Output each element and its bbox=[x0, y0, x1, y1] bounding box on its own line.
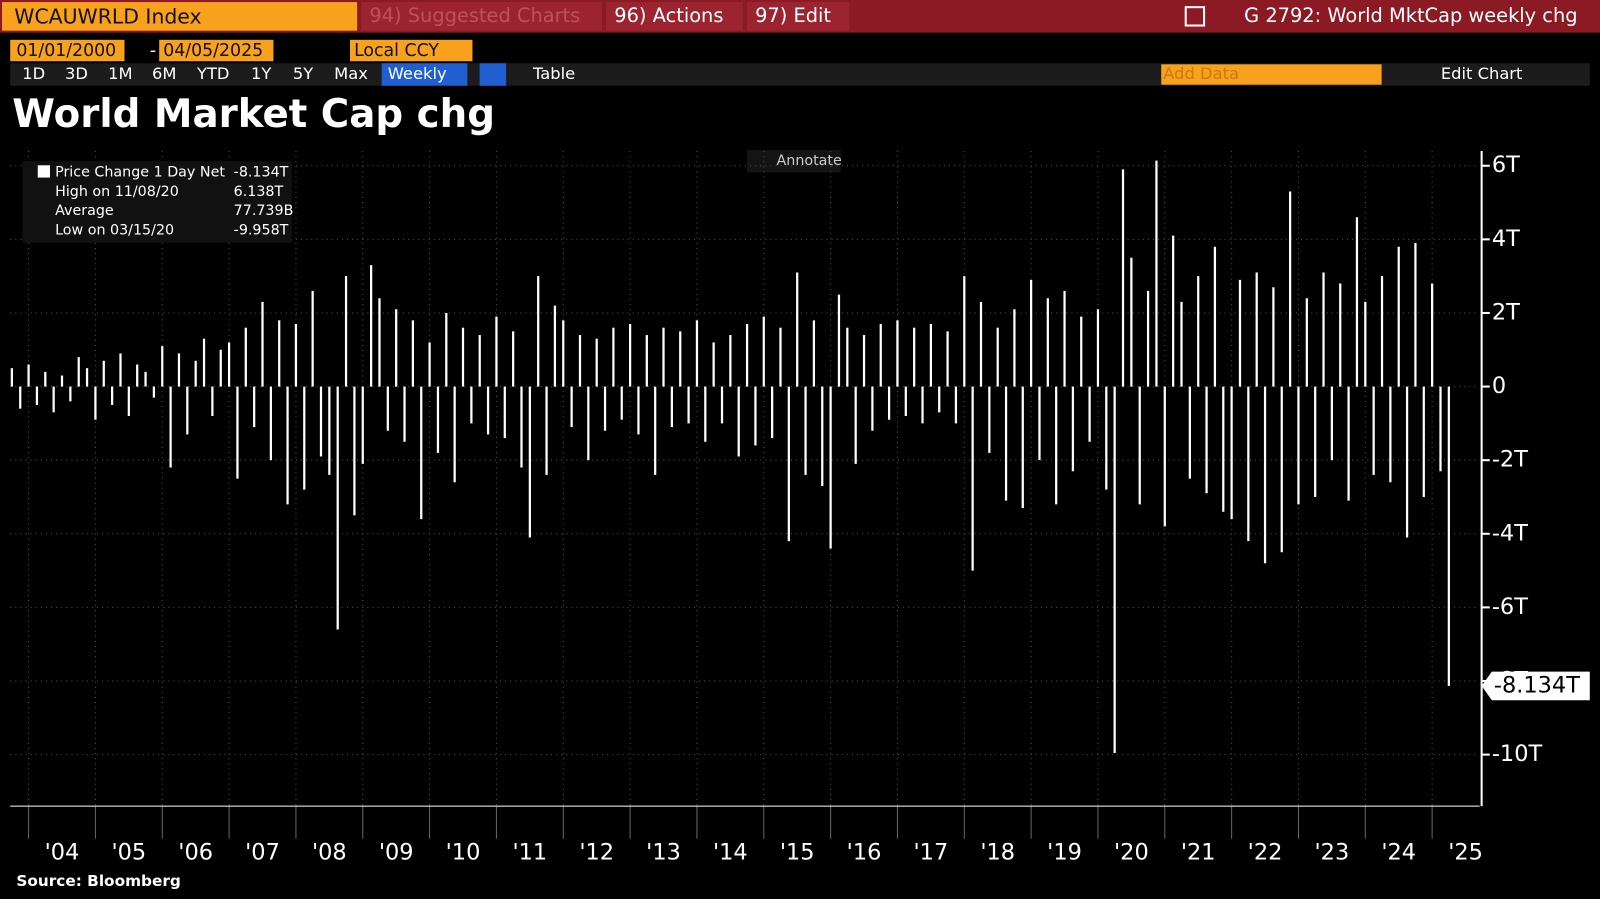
legend-value: 77.739B bbox=[234, 203, 294, 219]
add-data[interactable]: Add Data bbox=[1163, 64, 1239, 83]
currency[interactable]: Local CCY bbox=[354, 41, 439, 61]
y-tick-label: -10T bbox=[1492, 741, 1543, 767]
period-button[interactable]: Max bbox=[334, 64, 368, 83]
menu-box[interactable] bbox=[606, 2, 743, 31]
legend-value: -9.958T bbox=[234, 223, 289, 239]
legend-label: Average bbox=[55, 203, 114, 219]
x-tick-label: '18 bbox=[980, 840, 1015, 866]
period-button[interactable]: YTD bbox=[196, 64, 230, 83]
x-tick-label: '06 bbox=[178, 840, 213, 866]
x-tick-label: '05 bbox=[111, 840, 146, 866]
y-tick-label: 0 bbox=[1492, 373, 1506, 399]
popout-icon[interactable] bbox=[1184, 6, 1206, 27]
period-button[interactable]: 1Y bbox=[251, 64, 271, 83]
start-date[interactable]: 01/01/2000 bbox=[16, 41, 116, 61]
last-value-label: -8.134T bbox=[1494, 672, 1580, 698]
menu[interactable]: 96) Actions bbox=[614, 4, 723, 27]
date-box[interactable] bbox=[159, 39, 274, 62]
x-tick-label: '25 bbox=[1448, 840, 1483, 866]
legend-label: Price Change 1 Day Net bbox=[55, 164, 225, 180]
x-tick-label: '15 bbox=[780, 840, 815, 866]
x-tick-label: '09 bbox=[379, 840, 414, 866]
x-tick-label: '17 bbox=[914, 840, 949, 866]
end-date[interactable]: 04/05/2025 bbox=[163, 41, 263, 61]
legend-swatch bbox=[37, 165, 50, 178]
x-tick-label: '13 bbox=[646, 840, 681, 866]
annotate-button[interactable] bbox=[746, 150, 841, 173]
x-tick-label: '10 bbox=[446, 840, 481, 866]
y-tick-label: -4T bbox=[1492, 520, 1528, 546]
menu-box[interactable] bbox=[746, 2, 849, 31]
date-box[interactable] bbox=[10, 39, 125, 62]
currency-box[interactable] bbox=[350, 39, 473, 62]
period-button[interactable]: 1M bbox=[108, 64, 132, 83]
y-tick-label: 6T bbox=[1492, 152, 1520, 178]
chart-type-button[interactable] bbox=[479, 63, 507, 86]
period-button[interactable]: 5Y bbox=[293, 64, 313, 83]
legend-label: High on 11/08/20 bbox=[55, 184, 179, 200]
x-tick-label: '24 bbox=[1381, 840, 1416, 866]
x-tick-label: '16 bbox=[847, 840, 882, 866]
period-button[interactable]: 6M bbox=[152, 64, 176, 83]
legend-label: Low on 03/15/20 bbox=[55, 223, 174, 239]
x-tick-label: '23 bbox=[1315, 840, 1350, 866]
source: Source: Bloomberg bbox=[16, 872, 181, 890]
annotate[interactable]: Annotate bbox=[777, 153, 842, 169]
frequency-box[interactable] bbox=[381, 63, 468, 86]
chart-title: World Market Cap chg bbox=[12, 92, 495, 137]
y-tick-label: 2T bbox=[1492, 299, 1520, 325]
frequency[interactable]: Weekly bbox=[388, 64, 447, 83]
x-tick-label: '20 bbox=[1114, 840, 1149, 866]
x-tick-label: '07 bbox=[245, 840, 280, 866]
chart-name: G 2792: World MktCap weekly chg bbox=[1244, 4, 1577, 27]
last-value-callout bbox=[1481, 671, 1590, 701]
x-tick-label: '21 bbox=[1181, 840, 1216, 866]
x-tick-label: '04 bbox=[45, 840, 80, 866]
x-tick-label: '08 bbox=[312, 840, 347, 866]
legend-box bbox=[22, 161, 292, 243]
menu[interactable]: 97) Edit bbox=[755, 4, 831, 27]
x-tick-label: '19 bbox=[1047, 840, 1082, 866]
period-button[interactable]: 1D bbox=[22, 64, 45, 83]
menu[interactable]: 94) Suggested Charts bbox=[369, 4, 580, 27]
add-data-box[interactable] bbox=[1161, 64, 1382, 85]
x-tick-label: '14 bbox=[713, 840, 748, 866]
y-tick-label: -2T bbox=[1492, 447, 1528, 473]
x-tick-label: '11 bbox=[512, 840, 547, 866]
table-button[interactable]: Table bbox=[532, 64, 575, 83]
x-tick-label: '12 bbox=[579, 840, 614, 866]
date-separator: - bbox=[150, 41, 156, 61]
y-tick-label: 4T bbox=[1492, 226, 1520, 252]
security-box[interactable] bbox=[2, 2, 358, 31]
period-button[interactable]: 3D bbox=[65, 64, 88, 83]
menu-box[interactable] bbox=[361, 2, 603, 31]
legend-value: 6.138T bbox=[234, 184, 284, 200]
security[interactable]: WCAUWRLD Index bbox=[14, 4, 201, 28]
y-tick-label: -6T bbox=[1492, 594, 1528, 620]
edit-chart[interactable]: Edit Chart bbox=[1441, 64, 1523, 83]
x-tick-label: '22 bbox=[1248, 840, 1283, 866]
legend-value: -8.134T bbox=[234, 164, 289, 180]
